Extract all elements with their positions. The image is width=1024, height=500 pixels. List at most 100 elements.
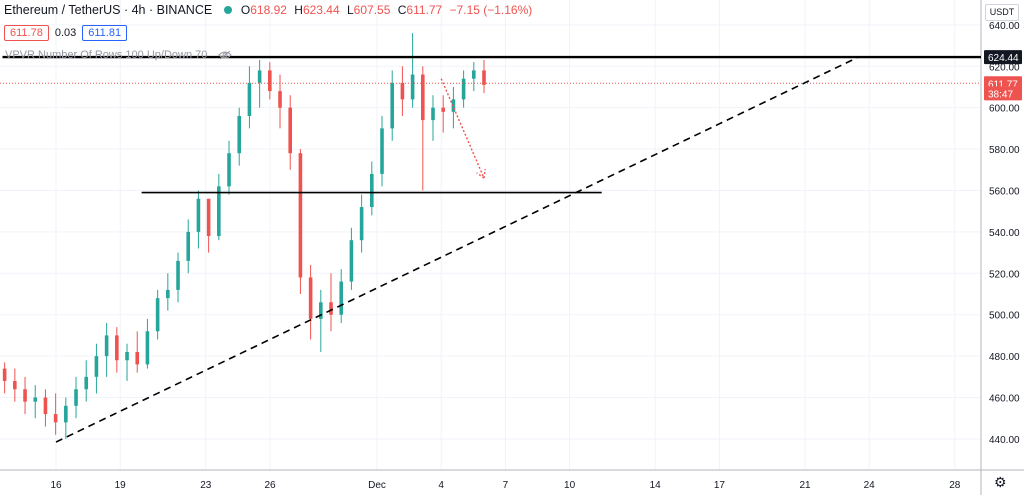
candle-body [431,107,435,121]
candle [359,194,364,253]
candle-body [94,356,99,377]
candle [349,227,354,290]
bid-ask-panel: 611.78 0.03 611.81 [4,25,128,41]
close-label: C [397,3,407,17]
x-tick-label: 28 [949,480,961,491]
candle [247,66,252,129]
candle-body [247,82,252,116]
ask-price[interactable]: 611.81 [82,25,128,41]
price-axis-label: 38:47 [988,89,1013,100]
high-value: 623.44 [302,3,340,17]
x-tick-label: 4 [438,480,444,491]
candle [441,95,446,133]
candle [155,289,160,340]
candle [410,33,415,108]
candle-body [206,198,211,237]
y-tick-label: 500.00 [989,311,1020,322]
candle [278,74,282,129]
candle [237,107,242,166]
candle [339,269,344,323]
x-tick-label: 24 [864,480,876,491]
candle-body [421,74,425,121]
candle-body [390,82,395,129]
candle [74,376,78,419]
candle [461,70,466,108]
candle-body [145,331,150,365]
candle-body [472,70,476,79]
x-tick-label: 7 [503,480,509,491]
candle-body [155,298,160,332]
candle [472,62,476,92]
symbol-title[interactable]: Ethereum / TetherUS · 4h · BINANCE [4,3,213,17]
candle-body [64,405,68,423]
candle-body [441,107,446,112]
x-tick-label: 14 [650,480,662,491]
candle [64,397,68,439]
x-tick-label: 17 [714,480,726,491]
candle [104,322,109,377]
y-tick-label: 440.00 [989,435,1020,446]
candle-body [482,70,486,85]
candle-body [288,107,293,154]
candle [186,219,191,274]
y-tick-label: 620.00 [989,62,1020,73]
eye-hidden-icon[interactable] [218,50,233,63]
x-tick-label: Dec [368,480,386,491]
x-tick-label: 10 [564,480,576,491]
x-tick-label: 23 [200,480,212,491]
candle-body [186,231,191,261]
candle [227,140,231,195]
candle [298,149,303,295]
candle-body [13,380,17,390]
candle [329,273,333,332]
y-tick-label: 480.00 [989,352,1020,363]
y-tick-label: 600.00 [989,104,1020,115]
candle [176,252,180,303]
candle [166,273,170,311]
candle [451,86,456,129]
candle [482,60,486,94]
candle [380,115,384,187]
bid-price[interactable]: 611.78 [4,25,49,41]
trend-line [55,56,859,443]
candle-body [135,351,140,365]
candle-body [308,277,313,319]
candle-body [400,82,405,100]
currency-button[interactable]: USDT [985,4,1019,21]
candle [2,362,7,394]
candle-body [2,368,7,381]
candle-body [329,302,333,315]
high-label: H [294,3,303,17]
candle [145,318,150,369]
candle-body [370,173,374,208]
candle [206,198,211,253]
candle [431,95,435,141]
candle [196,190,201,249]
candle [308,265,313,340]
y-tick-label: 460.00 [989,394,1020,405]
candle-body [115,335,119,361]
candle [43,389,48,427]
candle [115,327,119,373]
candle-body [217,186,221,237]
candle [84,360,89,402]
candle [135,331,140,373]
x-tick-label: 19 [115,480,127,491]
candle-body [196,198,201,232]
candle [400,66,405,116]
candle-body [410,74,415,100]
candle [421,66,425,191]
candle [390,70,395,141]
candle-body [176,260,180,290]
candle-body [43,397,48,415]
price-axis-label: 624.44 [988,53,1019,64]
close-value: 611.77 [406,3,443,17]
low-value: 607.55 [353,3,391,17]
x-tick-label: 21 [799,480,811,491]
open-value: 618.92 [250,3,287,17]
candle [53,393,58,435]
indicator-legend[interactable]: VPVR Number Of Rows 100 Up/Down 70 [5,49,233,63]
settings-gear-icon[interactable]: ⚙ [994,474,1007,490]
